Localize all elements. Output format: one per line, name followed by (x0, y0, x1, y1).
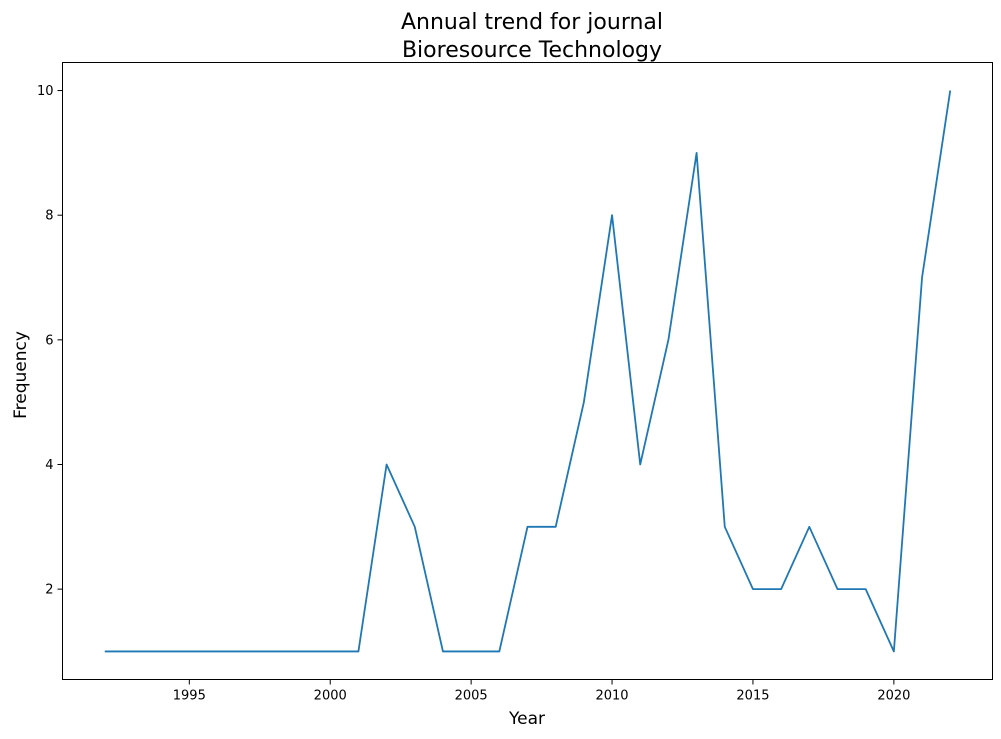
y-axis: 2 4 6 8 10 (37, 84, 63, 598)
y-tick-label: 8 (45, 209, 53, 224)
x-tick-label: 1995 (173, 689, 206, 704)
y-axis-label: Frequency (11, 331, 31, 419)
chart-title-line-2: Bioresource Technology (402, 38, 662, 63)
x-axis: 1995 2000 2005 2010 2015 2020 (173, 679, 910, 704)
chart-title-line-1: Annual trend for journal (401, 10, 663, 35)
x-tick-label: 2010 (595, 689, 628, 704)
x-tick-label: 2020 (877, 689, 910, 704)
y-tick-label: 10 (37, 84, 54, 99)
plot-area (62, 62, 993, 680)
x-tick-label: 2005 (455, 689, 488, 704)
series-line (104, 90, 952, 653)
y-tick-label: 2 (45, 583, 53, 598)
y-tick-label: 4 (45, 458, 53, 473)
x-axis-label: Year (508, 709, 545, 729)
y-tick-label: 6 (45, 333, 53, 348)
x-tick-label: 2000 (314, 689, 347, 704)
x-tick-label: 2015 (736, 689, 769, 704)
